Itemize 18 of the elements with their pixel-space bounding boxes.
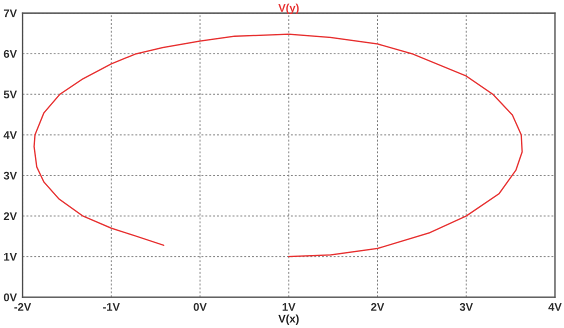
line-series xyxy=(33,34,523,258)
y-tick-label: 6V xyxy=(4,50,17,58)
x-tick-label: 4V xyxy=(548,303,562,311)
y-tick-label: 0V xyxy=(4,293,17,302)
y-tick-label: 2V xyxy=(4,212,17,220)
chart-title: V(y) xyxy=(278,4,299,14)
y-tick-label: 4V xyxy=(4,131,17,139)
y-tick-label: 3V xyxy=(4,172,17,180)
x-axis-title: V(x) xyxy=(278,314,299,325)
x-tick-label: 2V xyxy=(371,303,384,311)
x-tick-label: 0V xyxy=(194,303,207,311)
y-tick-label: 7V xyxy=(4,10,17,18)
x-tick-label: -2V xyxy=(14,303,32,311)
x-tick-label: 1V xyxy=(282,303,296,311)
x-tick-label: 3V xyxy=(460,303,473,311)
y-tick-label: 1V xyxy=(4,252,17,261)
y-tick-label: 5V xyxy=(4,90,17,98)
x-tick-label: -1V xyxy=(103,303,120,311)
